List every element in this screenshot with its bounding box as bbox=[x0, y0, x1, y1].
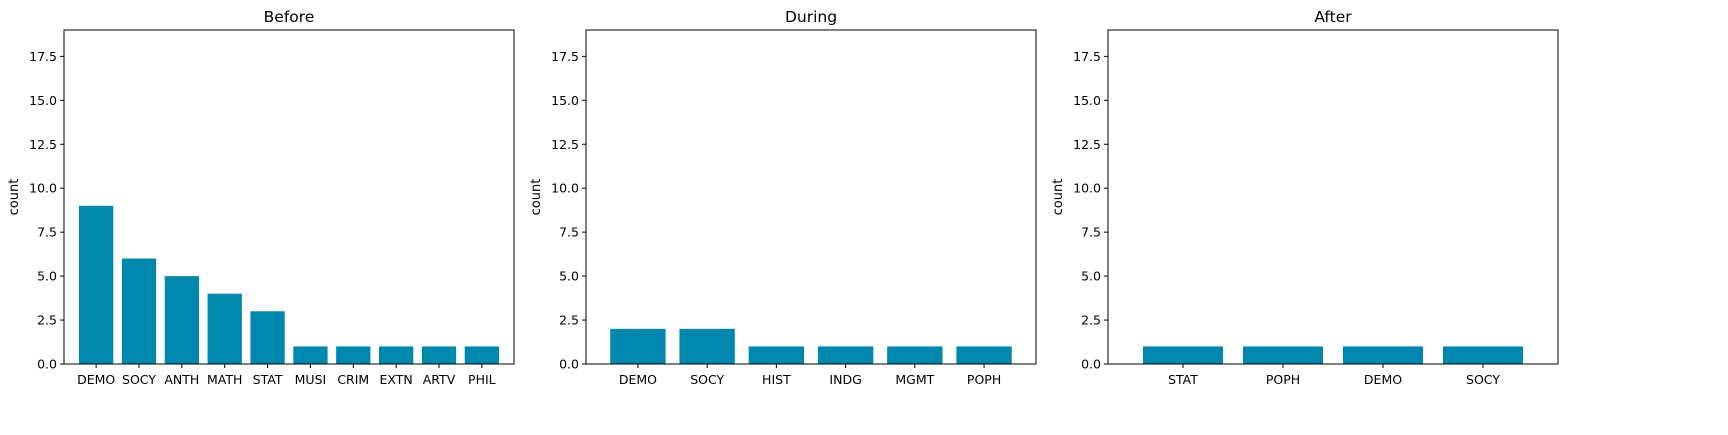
x-tick-label: HIST bbox=[762, 372, 791, 387]
bar-artv bbox=[421, 346, 457, 364]
x-tick-label: SOCY bbox=[122, 372, 156, 387]
y-tick-label: 10.0 bbox=[551, 181, 579, 196]
panel-after: STAT POPH DEMO SOCY 0.0 2.5 5.0 7.5 10.0 12.5 15.0… bbox=[1051, 8, 1559, 387]
y-axis-label: count bbox=[7, 179, 22, 216]
bar-musi bbox=[293, 346, 328, 364]
bar-crim bbox=[336, 346, 371, 364]
bar-mgmt bbox=[887, 346, 943, 364]
x-tick-label: DEMO bbox=[77, 372, 115, 387]
bar-socy bbox=[679, 328, 735, 364]
bar-socy bbox=[1443, 346, 1523, 364]
y-tick-label: 15.0 bbox=[29, 93, 57, 108]
bar-stat bbox=[250, 311, 285, 364]
bar-indg bbox=[817, 346, 874, 364]
x-tick-label: STAT bbox=[1168, 372, 1198, 387]
bar-demo bbox=[79, 205, 114, 364]
plot-frame bbox=[585, 29, 1037, 365]
chart-title: During bbox=[785, 8, 837, 26]
y-tick-label: 12.5 bbox=[29, 137, 57, 152]
x-tick-label: SOCY bbox=[1466, 372, 1500, 387]
y-tick-label: 2.5 bbox=[37, 313, 57, 328]
x-tick-label: ARTV bbox=[423, 372, 456, 387]
bar-poph bbox=[1243, 346, 1323, 364]
chart-title: After bbox=[1314, 8, 1352, 26]
chart-title: Before bbox=[264, 8, 315, 26]
plot-frame bbox=[63, 29, 515, 365]
bar-demo bbox=[610, 328, 666, 364]
y-tick-label: 0.0 bbox=[37, 357, 57, 372]
bar-demo bbox=[1343, 346, 1423, 364]
bar-stat bbox=[1143, 346, 1223, 364]
x-tick-label: CRIM bbox=[337, 372, 369, 387]
y-tick-label: 15.0 bbox=[1073, 93, 1101, 108]
x-tick-label: SOCY bbox=[690, 372, 724, 387]
x-tick-label: POPH bbox=[967, 372, 1001, 387]
y-tick-label: 7.5 bbox=[1081, 225, 1101, 240]
y-tick-label: 15.0 bbox=[551, 93, 579, 108]
x-tick-label: PHIL bbox=[468, 372, 496, 387]
y-tick-label: 2.5 bbox=[1081, 313, 1101, 328]
bar-anth bbox=[164, 276, 199, 364]
y-tick-label: 5.0 bbox=[559, 269, 579, 284]
x-tick-label: POPH bbox=[1266, 372, 1300, 387]
x-tick-label: EXTN bbox=[380, 372, 413, 387]
y-tick-label: 12.5 bbox=[551, 137, 579, 152]
bar-phil bbox=[464, 346, 499, 364]
y-axis-label: count bbox=[529, 179, 544, 216]
panel-before: DEMO SOCY ANTH MATH STAT MUSI CRIM EXTN ARTV PHIL… bbox=[7, 8, 515, 387]
bar-extn bbox=[379, 346, 414, 364]
x-tick-label: STAT bbox=[253, 372, 283, 387]
x-tick-label: DEMO bbox=[1364, 372, 1402, 387]
plot-frame bbox=[1107, 29, 1559, 365]
y-axis-label: count bbox=[1051, 179, 1066, 216]
panel-during: DEMO SOCY HIST INDG MGMT POPH 0.0 2.5 5.0 7.5 10.0… bbox=[529, 8, 1037, 387]
y-tick-label: 17.5 bbox=[551, 49, 579, 64]
x-tick-label: MATH bbox=[207, 372, 242, 387]
y-tick-label: 5.0 bbox=[37, 269, 57, 284]
bar-poph bbox=[956, 346, 1012, 364]
x-tick-label: MUSI bbox=[295, 372, 327, 387]
y-tick-label: 2.5 bbox=[559, 313, 579, 328]
y-tick-label: 0.0 bbox=[559, 357, 579, 372]
x-tick-label: ANTH bbox=[164, 372, 199, 387]
y-tick-label: 10.0 bbox=[29, 181, 57, 196]
y-tick-label: 17.5 bbox=[1073, 49, 1101, 64]
bar-socy bbox=[121, 258, 157, 364]
y-tick-label: 0.0 bbox=[1081, 357, 1101, 372]
x-tick-label: INDG bbox=[829, 372, 861, 387]
bar-hist bbox=[748, 346, 805, 364]
y-tick-label: 10.0 bbox=[1073, 181, 1101, 196]
y-tick-label: 5.0 bbox=[1081, 269, 1101, 284]
y-tick-label: 7.5 bbox=[559, 225, 579, 240]
x-tick-label: DEMO bbox=[619, 372, 657, 387]
y-tick-label: 7.5 bbox=[37, 225, 57, 240]
y-tick-label: 12.5 bbox=[1073, 137, 1101, 152]
x-tick-label: MGMT bbox=[895, 372, 934, 387]
y-tick-label: 17.5 bbox=[29, 49, 57, 64]
bar-math bbox=[207, 293, 242, 364]
